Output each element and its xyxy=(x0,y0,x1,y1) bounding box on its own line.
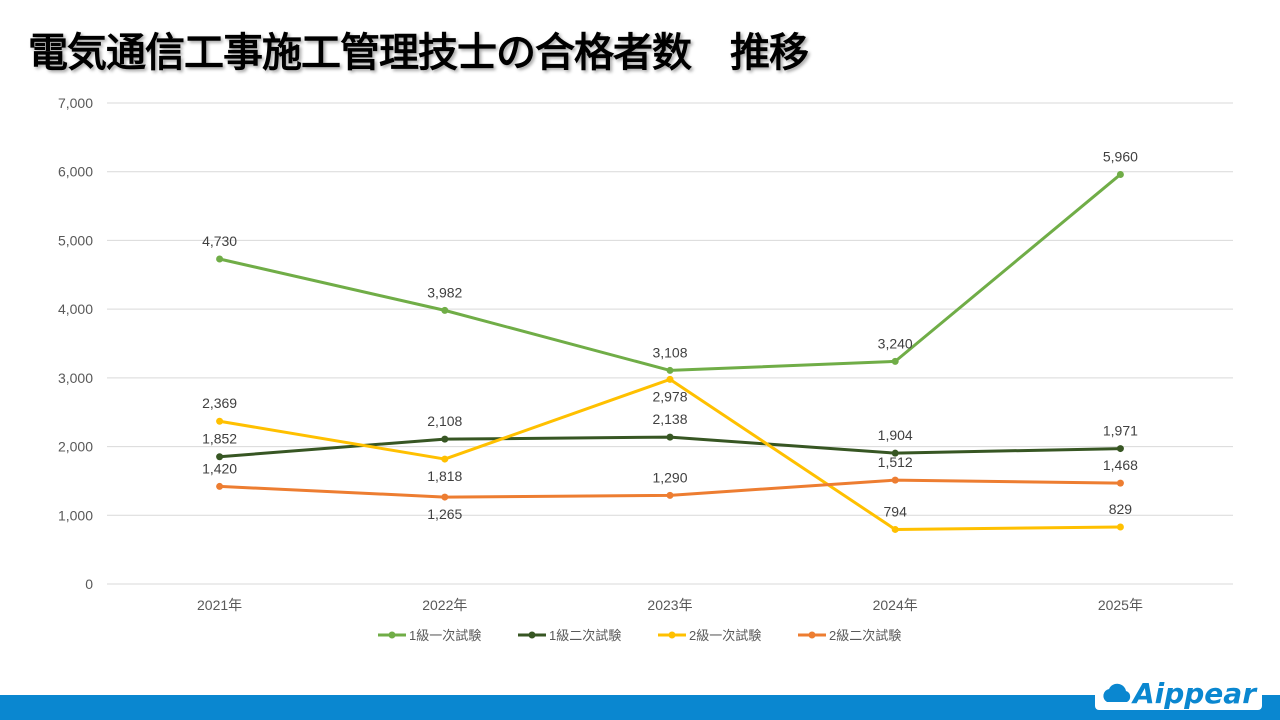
y-tick-label: 4,000 xyxy=(58,301,93,317)
legend-label: 1級一次試験 xyxy=(409,628,481,643)
logo-text: Aippear xyxy=(1132,676,1256,710)
data-label: 4,730 xyxy=(202,233,237,249)
data-point xyxy=(441,493,449,501)
y-tick-label: 0 xyxy=(85,576,93,592)
data-label: 1,971 xyxy=(1103,423,1138,439)
data-point xyxy=(441,455,449,463)
x-tick-label: 2025年 xyxy=(1098,597,1143,613)
footer-bar xyxy=(0,695,1280,720)
data-label: 1,290 xyxy=(652,469,687,485)
y-tick-label: 6,000 xyxy=(58,164,93,180)
x-tick-label: 2022年 xyxy=(422,597,467,613)
data-label: 3,982 xyxy=(427,284,462,300)
data-label: 2,138 xyxy=(652,411,687,427)
page-title: 電気通信工事施工管理技士の合格者数 推移 xyxy=(28,30,809,76)
data-point xyxy=(441,306,449,314)
y-tick-label: 1,000 xyxy=(58,507,93,523)
data-point xyxy=(216,482,224,490)
legend-marker xyxy=(528,631,536,639)
x-tick-label: 2021年 xyxy=(197,597,242,613)
data-point xyxy=(441,435,449,443)
data-label: 1,818 xyxy=(427,468,462,484)
cloud-icon xyxy=(1103,683,1131,702)
data-label: 3,240 xyxy=(878,335,913,351)
data-label: 794 xyxy=(884,503,908,519)
legend-marker xyxy=(388,631,396,639)
data-point xyxy=(1116,170,1124,178)
legend-label: 2級一次試験 xyxy=(689,628,761,643)
x-tick-label: 2024年 xyxy=(873,597,918,613)
legend-marker xyxy=(808,631,816,639)
data-label: 829 xyxy=(1109,501,1133,517)
data-point xyxy=(216,417,224,425)
data-label: 5,960 xyxy=(1103,148,1138,164)
aippear-logo: Aippear xyxy=(1094,676,1262,710)
data-point xyxy=(666,491,674,499)
x-tick-label: 2023年 xyxy=(647,597,692,613)
line-chart: 0 1,000 2,000 3,000 4,000 5,000 6,000 7,000 2021… xyxy=(58,95,1233,643)
data-label: 2,108 xyxy=(427,413,462,429)
y-tick-label: 7,000 xyxy=(58,95,93,111)
data-label: 1,468 xyxy=(1103,457,1138,473)
data-point xyxy=(1116,445,1124,453)
data-point xyxy=(666,366,674,374)
data-point xyxy=(216,255,224,263)
data-point xyxy=(216,453,224,461)
data-point xyxy=(1116,479,1124,487)
data-point xyxy=(1116,523,1124,531)
data-point xyxy=(891,357,899,365)
data-point xyxy=(891,525,899,533)
legend-marker xyxy=(668,631,676,639)
data-point xyxy=(891,449,899,457)
data-label: 1,852 xyxy=(202,431,237,447)
y-tick-label: 5,000 xyxy=(58,232,93,248)
data-label: 2,369 xyxy=(202,395,237,411)
legend-label: 2級二次試験 xyxy=(829,628,901,643)
y-tick-label: 3,000 xyxy=(58,370,93,386)
series-line xyxy=(219,173,1122,372)
legend-label: 1級二次試験 xyxy=(549,628,621,643)
data-label: 1,265 xyxy=(427,506,462,522)
data-point xyxy=(666,433,674,441)
data-label: 1,512 xyxy=(878,454,913,470)
data-label: 1,904 xyxy=(878,427,913,443)
data-point xyxy=(891,476,899,484)
data-label: 1,420 xyxy=(202,460,237,476)
y-tick-label: 2,000 xyxy=(58,439,93,455)
data-point xyxy=(666,375,674,383)
data-label: 3,108 xyxy=(652,344,687,360)
data-label: 2,978 xyxy=(652,388,687,404)
